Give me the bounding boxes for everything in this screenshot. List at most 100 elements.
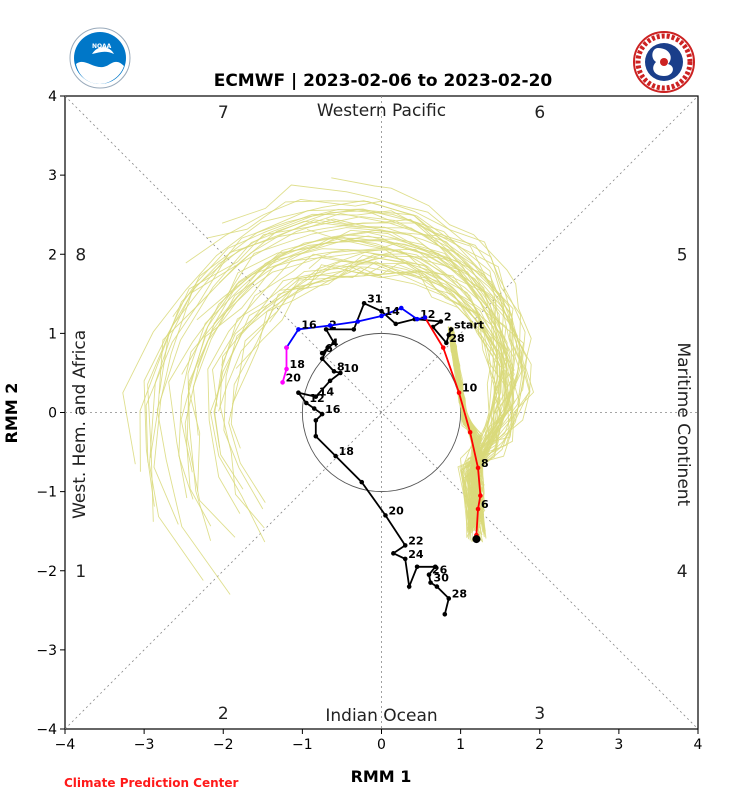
x-tick-label: 0 — [377, 737, 386, 753]
observed-path-point — [327, 378, 333, 384]
unit-circle — [301, 332, 462, 493]
observed-path-day-label: 6 — [325, 342, 333, 355]
x-tick-label: −2 — [213, 737, 234, 753]
observed-path-point — [379, 308, 384, 314]
x-tick-label: 2 — [535, 737, 544, 753]
observed-path-day-label: 20 — [388, 504, 404, 517]
observed-path-point — [319, 411, 325, 417]
observed-path-point — [331, 340, 337, 346]
observed-path-day-label: 14 — [319, 386, 335, 399]
region-label-bottom: Indian Ocean — [325, 706, 437, 726]
observed-path-point — [434, 584, 440, 589]
observed-path-point — [323, 327, 329, 332]
x-tick-label: 3 — [614, 737, 623, 753]
forecast-path-3-point — [280, 380, 285, 385]
phase-label: 5 — [677, 245, 688, 265]
forecast-path-3-point — [284, 345, 289, 350]
forecast-path-2-day-label: 14 — [385, 305, 401, 318]
observed-path-point — [361, 301, 367, 306]
nws-logo — [633, 31, 695, 93]
observed-path-point — [359, 479, 365, 485]
diagonal-guide — [64, 95, 699, 730]
y-tick-label: 1 — [48, 326, 57, 342]
phase-label: 1 — [75, 562, 86, 582]
observed-path-point — [414, 564, 420, 570]
ensemble-member-line — [223, 265, 498, 524]
forecast-path-2-day-label: 16 — [301, 318, 317, 331]
ensemble-member-line — [348, 263, 502, 531]
observed-path-day-label: 16 — [325, 403, 341, 416]
y-tick-label: 3 — [48, 168, 57, 184]
ensemble-member-line — [149, 210, 515, 539]
phase-label: 8 — [75, 245, 86, 265]
region-label-top: Western Pacific — [317, 101, 446, 121]
observed-path-point — [351, 327, 357, 332]
observed-path-point — [333, 453, 338, 459]
forecast-path-2-point — [296, 327, 301, 332]
ensemble-member-line — [192, 238, 508, 527]
region-label-right: Maritime Continent — [673, 343, 693, 507]
observed-path-point — [448, 327, 454, 332]
observed-path-day-label: 30 — [434, 572, 450, 585]
forecast-path-1-point — [475, 506, 481, 512]
forecast-path-2-point — [379, 313, 384, 319]
observed-path-point — [304, 400, 309, 406]
forecast-path-2-point — [414, 316, 420, 322]
forecast-path-3-point — [284, 366, 289, 372]
observed-path-day-label: 24 — [408, 548, 424, 561]
observed-path-point — [319, 356, 325, 361]
observed-path-day-label: 28 — [452, 587, 467, 600]
y-tick-label: 4 — [48, 89, 57, 105]
x-tick-label: −1 — [292, 737, 313, 753]
phase-label: 4 — [677, 562, 688, 582]
observed-path-point — [442, 611, 448, 617]
observed-path-point — [406, 584, 412, 589]
observed-path-point — [402, 556, 408, 562]
y-tick-label: −1 — [36, 485, 57, 501]
forecast-path-1-point — [478, 493, 483, 498]
forecast-path-2-point — [327, 323, 333, 328]
forecast-path-2-day-label: 12 — [420, 308, 435, 321]
forecast-path-2-point — [422, 315, 428, 320]
forecast-path-2-point — [398, 305, 404, 311]
observed-path-point — [325, 345, 330, 350]
forecast-path-1-day-label: 10 — [462, 382, 478, 395]
phase-label: 7 — [218, 103, 229, 123]
forecast-path-1-day-label: 8 — [481, 457, 489, 470]
y-axis-label: RMM 2 — [2, 383, 21, 444]
observed-path-day-label: 2 — [444, 311, 452, 324]
observed-path-point — [438, 319, 444, 324]
forecast-path-2-point — [355, 319, 361, 324]
x-tick-label: −4 — [55, 737, 76, 753]
forecast-path-2-line — [285, 307, 426, 349]
observed-path-day-label: 10 — [343, 362, 359, 375]
y-tick-label: −4 — [36, 722, 57, 738]
svg-text:NOAA: NOAA — [92, 43, 112, 50]
y-tick-label: 0 — [48, 406, 57, 422]
end-marker — [472, 535, 481, 544]
observed-path-point — [313, 418, 319, 423]
forecast-path-1-day-label: 6 — [481, 498, 489, 511]
observed-path-day-label: 28 — [449, 332, 464, 345]
y-tick-label: −2 — [36, 564, 57, 580]
observed-path-day-label: 8 — [337, 360, 345, 373]
observed-path-day-label: 22 — [408, 534, 423, 547]
observed-path-point — [446, 332, 452, 338]
y-tick-label: −3 — [36, 643, 57, 659]
observed-path-point — [338, 370, 343, 376]
observed-path-point — [402, 543, 408, 548]
observed-path-day-label: 31 — [367, 292, 382, 305]
observed-path-point — [446, 596, 452, 601]
observed-path-point — [426, 572, 432, 578]
forecast-path-1-point — [440, 345, 446, 350]
x-axis-label: RMM 1 — [351, 767, 412, 786]
observed-path-day-label: 18 — [339, 445, 354, 458]
forecast-path-1-point — [475, 465, 481, 471]
observed-path-point — [433, 564, 438, 570]
observed-path-point — [319, 350, 325, 356]
diagonal-guide — [64, 95, 699, 730]
chart-title: ECMWF | 2023-02-06 to 2023-02-20 — [214, 71, 553, 91]
